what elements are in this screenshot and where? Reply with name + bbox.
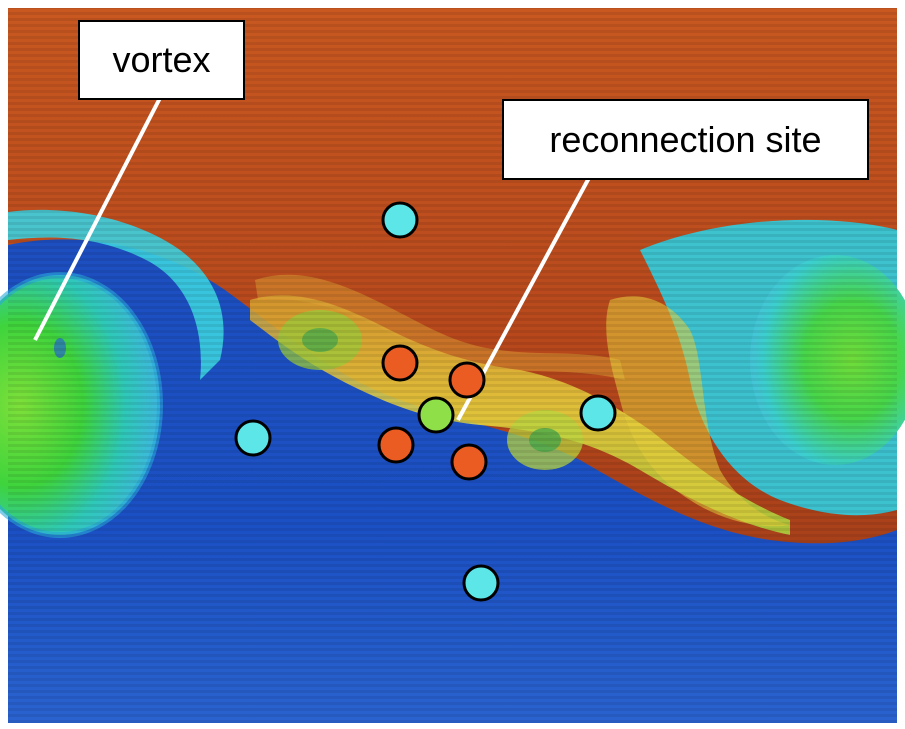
marker-cyan	[381, 201, 419, 239]
vortex-label-text: vortex	[112, 39, 211, 80]
marker-orange	[448, 361, 486, 399]
vortex-label: vortex	[78, 20, 245, 100]
marker-cyan	[462, 564, 500, 602]
vortex-callout-line	[33, 97, 162, 341]
marker-orange	[381, 344, 419, 382]
marker-layer	[234, 201, 617, 602]
reconnection-site-label-text: reconnection site	[549, 118, 822, 160]
marker-cyan	[579, 394, 617, 432]
marker-green	[417, 396, 455, 434]
marker-cyan	[234, 419, 272, 457]
marker-orange	[450, 443, 488, 481]
reconnection-site-label: reconnection site	[502, 99, 869, 180]
marker-orange	[377, 426, 415, 464]
